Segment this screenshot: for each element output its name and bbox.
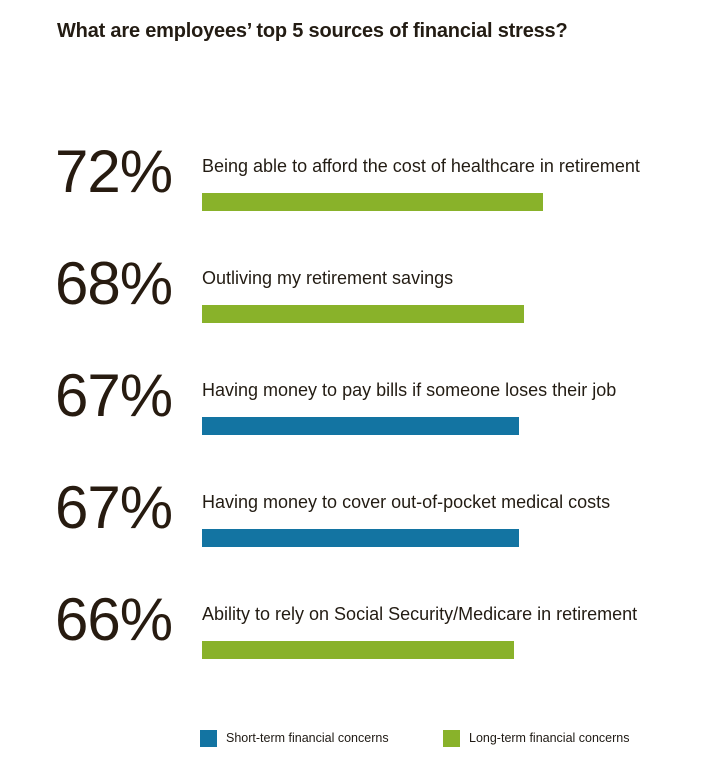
- percent-value: 68%: [55, 250, 173, 317]
- percent-value: 66%: [55, 586, 173, 653]
- legend-item-short-term: Short-term financial concerns: [200, 729, 389, 747]
- bar-short-term: [202, 417, 519, 435]
- percent-value: 72%: [55, 138, 173, 205]
- stress-label: Having money to pay bills if someone los…: [202, 380, 617, 400]
- stress-row-2: 68% Outliving my retirement savings: [0, 254, 721, 372]
- chart-title: What are employees’ top 5 sources of fin…: [57, 20, 568, 42]
- bar-long-term: [202, 305, 524, 323]
- legend: Short-term financial concerns Long-term …: [0, 729, 721, 747]
- stress-label: Ability to rely on Social Security/Medic…: [202, 604, 638, 624]
- bar-track: [202, 641, 675, 659]
- stress-label: Being able to afford the cost of healthc…: [202, 156, 640, 176]
- bar-short-term: [202, 529, 519, 547]
- percent-value: 67%: [55, 362, 173, 429]
- stress-row-1: 72% Being able to afford the cost of hea…: [0, 142, 721, 260]
- stress-row-5: 66% Ability to rely on Social Security/M…: [0, 590, 721, 708]
- legend-label: Long-term financial concerns: [469, 730, 630, 745]
- legend-label: Short-term financial concerns: [226, 730, 389, 745]
- bar-track: [202, 417, 675, 435]
- legend-item-long-term: Long-term financial concerns: [443, 729, 630, 747]
- bar-rows: 72% Being able to afford the cost of hea…: [0, 142, 721, 708]
- bar-track: [202, 529, 675, 547]
- bar-track: [202, 193, 675, 211]
- bar-long-term: [202, 193, 543, 211]
- long-term-swatch: [443, 729, 460, 747]
- stress-label: Having money to cover out-of-pocket medi…: [202, 492, 611, 512]
- percent-value: 67%: [55, 474, 173, 541]
- bar-track: [202, 305, 675, 323]
- bar-long-term: [202, 641, 515, 659]
- short-term-swatch: [200, 729, 217, 747]
- stress-label: Outliving my retirement savings: [202, 268, 454, 288]
- stress-row-3: 67% Having money to pay bills if someone…: [0, 366, 721, 484]
- stress-row-4: 67% Having money to cover out-of-pocket …: [0, 478, 721, 596]
